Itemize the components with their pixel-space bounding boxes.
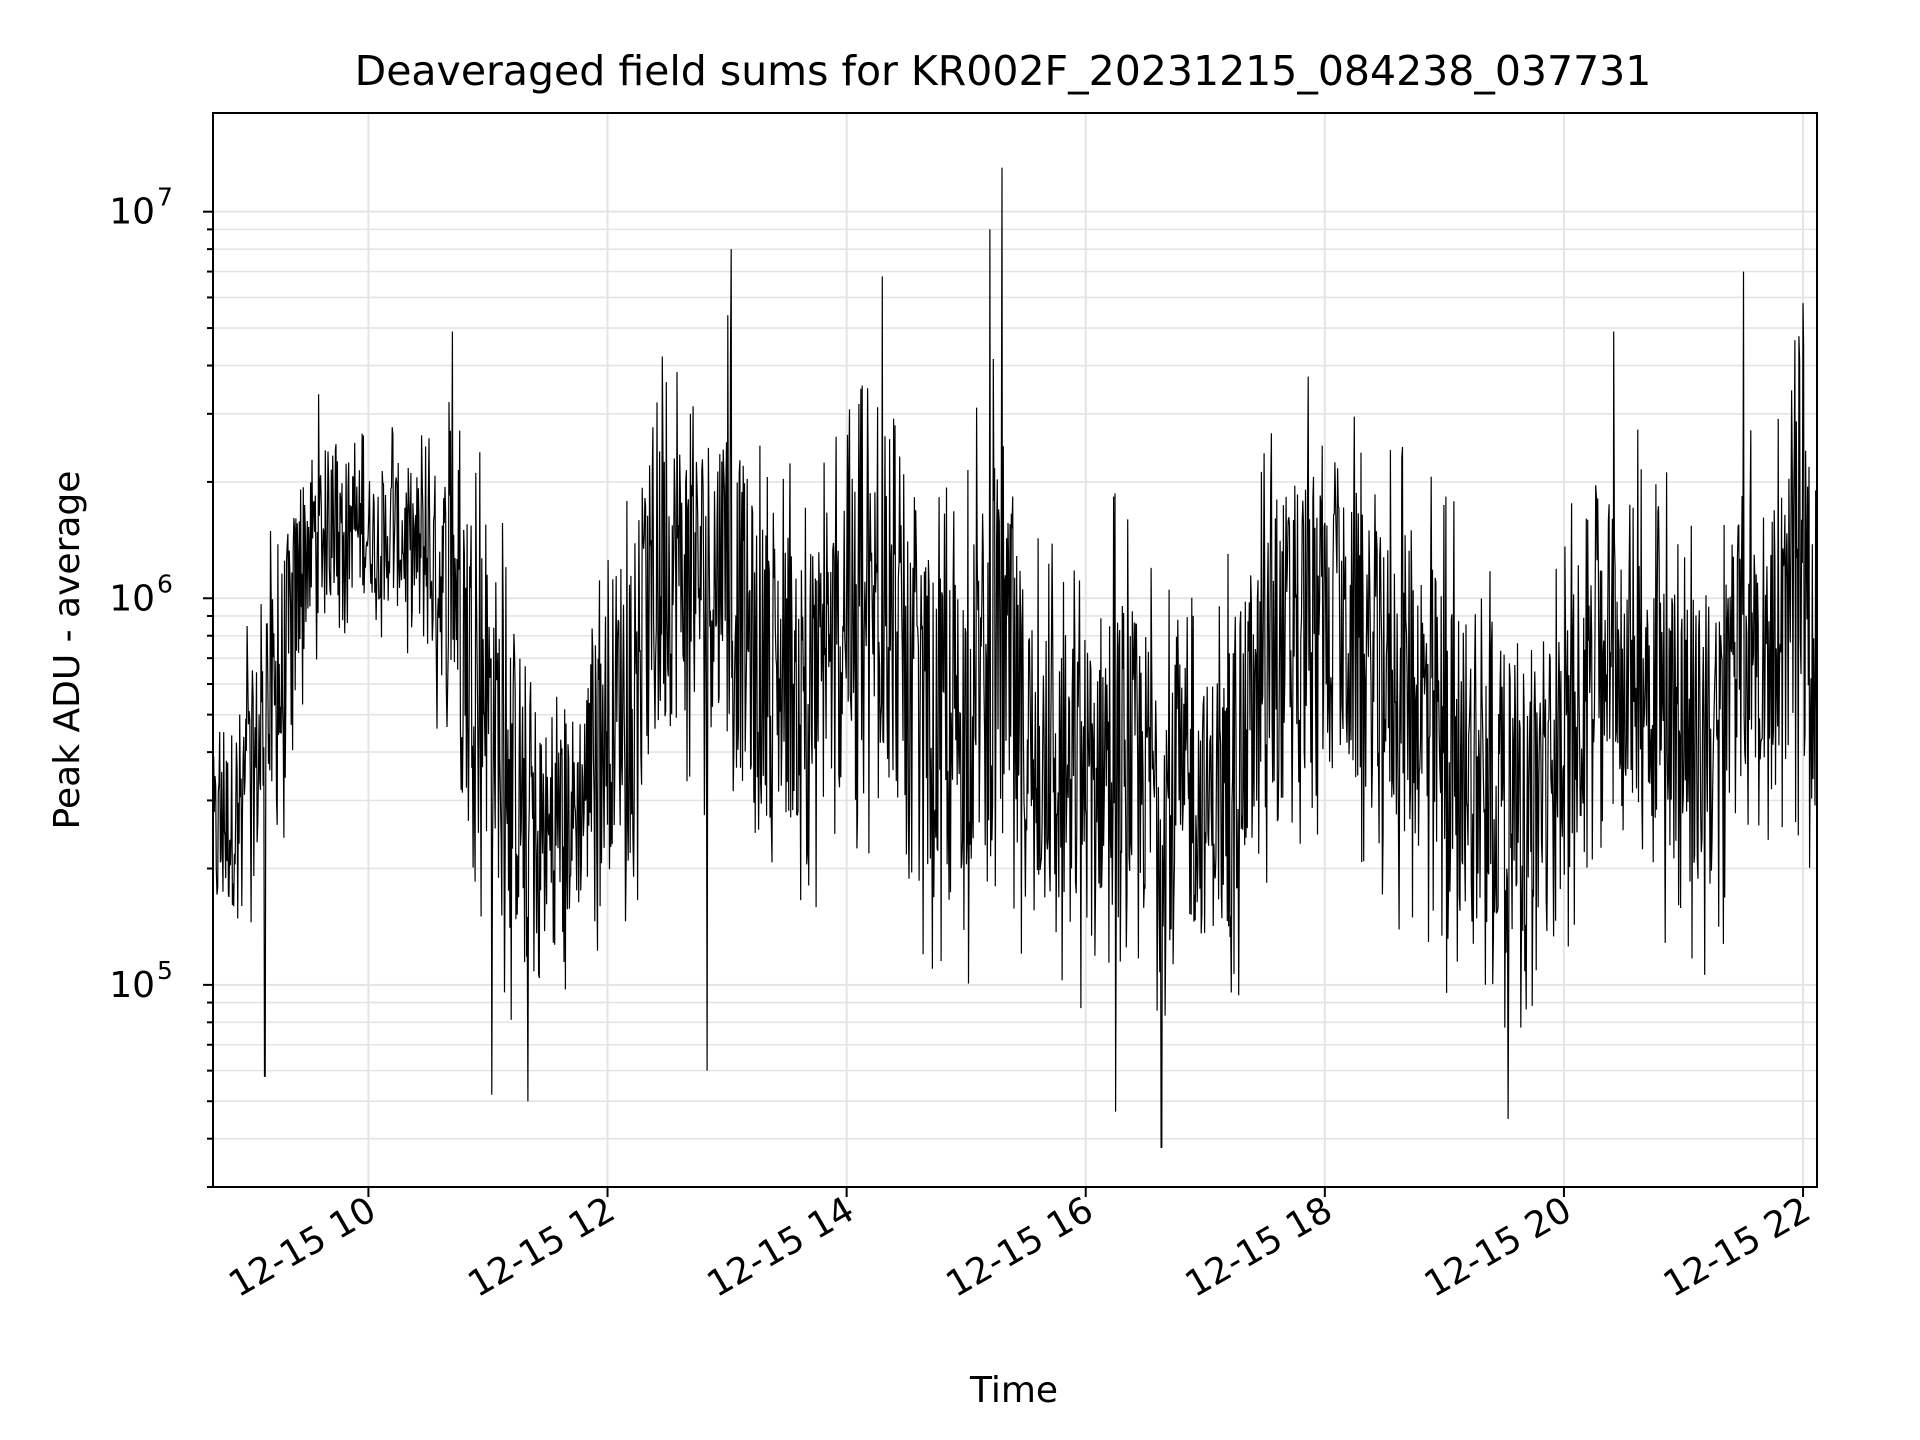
x-tick-label: 12-15 22 xyxy=(1657,1189,1818,1305)
chart-title: Deaveraged field sums for KR002F_2023121… xyxy=(355,47,1652,95)
y-tick-label: 10 xyxy=(109,965,155,1006)
y-tick-label: 10 xyxy=(109,578,155,619)
y-tick-label-exponent: 5 xyxy=(157,956,173,985)
axes-frame xyxy=(212,112,1818,1188)
plot-area xyxy=(212,167,1818,1148)
x-tick-label: 12-15 10 xyxy=(222,1189,383,1305)
y-tick-label: 10 xyxy=(109,192,155,233)
y-tick-label-exponent: 6 xyxy=(157,569,173,598)
x-tick-label: 12-15 18 xyxy=(1179,1189,1340,1305)
x-tick-label: 12-15 14 xyxy=(700,1189,861,1305)
y-axis-label: Peak ADU - average xyxy=(47,471,88,830)
x-axis-label: Time xyxy=(969,1370,1058,1411)
y-tick-label-exponent: 7 xyxy=(157,183,173,212)
series-line xyxy=(212,167,1818,1148)
x-tick-label: 12-15 20 xyxy=(1418,1189,1579,1305)
x-tick-label: 12-15 16 xyxy=(940,1189,1101,1305)
x-tick-label: 12-15 12 xyxy=(461,1189,622,1305)
